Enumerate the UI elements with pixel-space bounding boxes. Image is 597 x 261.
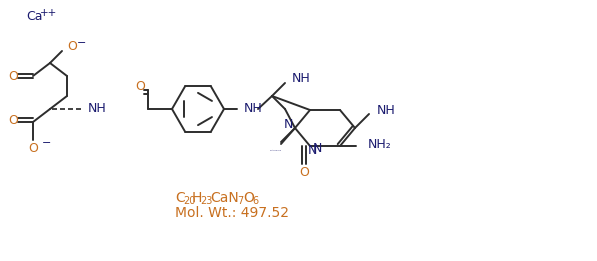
Text: O: O (8, 114, 18, 127)
Text: −: − (77, 38, 87, 48)
Text: O: O (28, 141, 38, 155)
Text: NH₂: NH₂ (368, 138, 392, 151)
Text: O: O (135, 80, 145, 92)
Text: N: N (307, 144, 316, 157)
Text: O: O (299, 165, 309, 179)
Text: −: − (42, 138, 51, 148)
Text: 23: 23 (200, 197, 213, 206)
Text: NH: NH (88, 103, 107, 116)
Text: 20: 20 (183, 197, 195, 206)
Text: N: N (284, 118, 293, 132)
Text: CaN: CaN (210, 191, 239, 205)
Text: O: O (67, 40, 77, 54)
Text: O: O (8, 69, 18, 82)
Text: 6: 6 (252, 197, 258, 206)
Text: NH: NH (292, 73, 311, 86)
Text: NH: NH (244, 103, 263, 116)
Text: H: H (192, 191, 202, 205)
Text: O: O (243, 191, 254, 205)
Text: Mol. Wt.: 497.52: Mol. Wt.: 497.52 (175, 206, 289, 220)
Text: Ca: Ca (26, 10, 42, 23)
Text: N: N (313, 143, 322, 156)
Text: ++: ++ (40, 8, 57, 18)
Text: NH: NH (377, 104, 396, 116)
Text: methyl below N: methyl below N (270, 149, 282, 151)
Text: 7: 7 (237, 197, 243, 206)
Text: C: C (175, 191, 184, 205)
